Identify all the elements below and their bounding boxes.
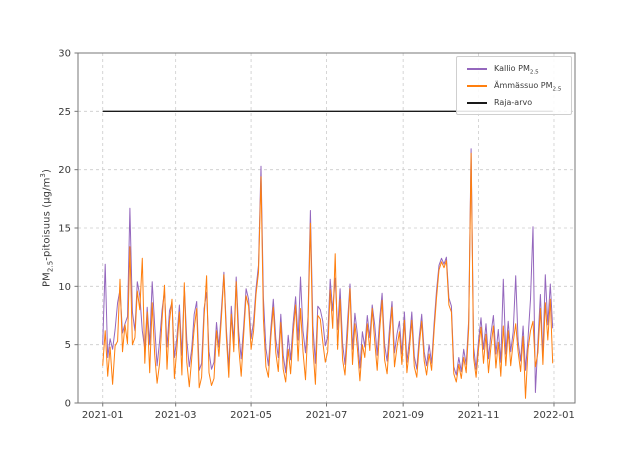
rich-text-segment: Raja-arvo	[494, 98, 533, 107]
y-tick-label: 5	[65, 340, 71, 351]
y-tick-label: 10	[58, 282, 71, 293]
x-tick-label: 2022-01	[533, 410, 575, 421]
rich-text-segment: 3	[39, 173, 48, 178]
rich-text-segment: Ämmässuo PM	[494, 81, 553, 90]
legend-line-kallio	[467, 67, 487, 70]
y-tick-label: 15	[58, 224, 71, 235]
legend-line-ammassuo	[467, 84, 487, 87]
legend: Kallio PM2.5 Ämmässuo PM2.5 Raja-arvo	[456, 56, 572, 115]
y-tick-label: 30	[58, 49, 71, 60]
legend-line-raja-arvo	[467, 101, 487, 104]
y-tick-label: 25	[58, 107, 71, 118]
x-tick-label: 2021-09	[382, 410, 424, 421]
rich-text-segment: Kallio PM	[494, 64, 530, 73]
rich-text-segment: 2.5	[46, 260, 55, 273]
legend-item-ammassuo: Ämmässuo PM2.5	[467, 80, 563, 93]
rich-text-segment: PM	[41, 272, 53, 288]
x-tick-label: 2021-03	[155, 410, 197, 421]
y-tick-label: 0	[65, 399, 71, 410]
x-tick-label: 2021-07	[306, 410, 348, 421]
rich-text-segment: )	[41, 168, 53, 173]
y-tick-label: 20	[58, 165, 71, 176]
legend-item-kallio: Kallio PM2.5	[467, 63, 563, 76]
rich-text-segment: 2.5	[529, 69, 539, 76]
legend-item-raja-arvo: Raja-arvo	[467, 97, 563, 108]
legend-label-kallio: Kallio PM2.5	[494, 64, 539, 76]
rich-text-segment: 2.5	[552, 86, 562, 93]
legend-label-raja-arvo: Raja-arvo	[494, 98, 532, 107]
series-line-ammassuo	[102, 152, 554, 399]
rich-text-segment: -pitoisuus (µg/m	[41, 177, 53, 261]
x-tick-label: 2021-05	[230, 410, 272, 421]
legend-label-ammassuo: Ämmässuo PM2.5	[494, 81, 562, 93]
y-axis-label: PM2.5-pitoisuus (µg/m3)	[39, 168, 55, 288]
x-tick-label: 2021-11	[458, 410, 500, 421]
x-tick-label: 2021-01	[82, 410, 124, 421]
series-line-kallio	[102, 148, 554, 393]
